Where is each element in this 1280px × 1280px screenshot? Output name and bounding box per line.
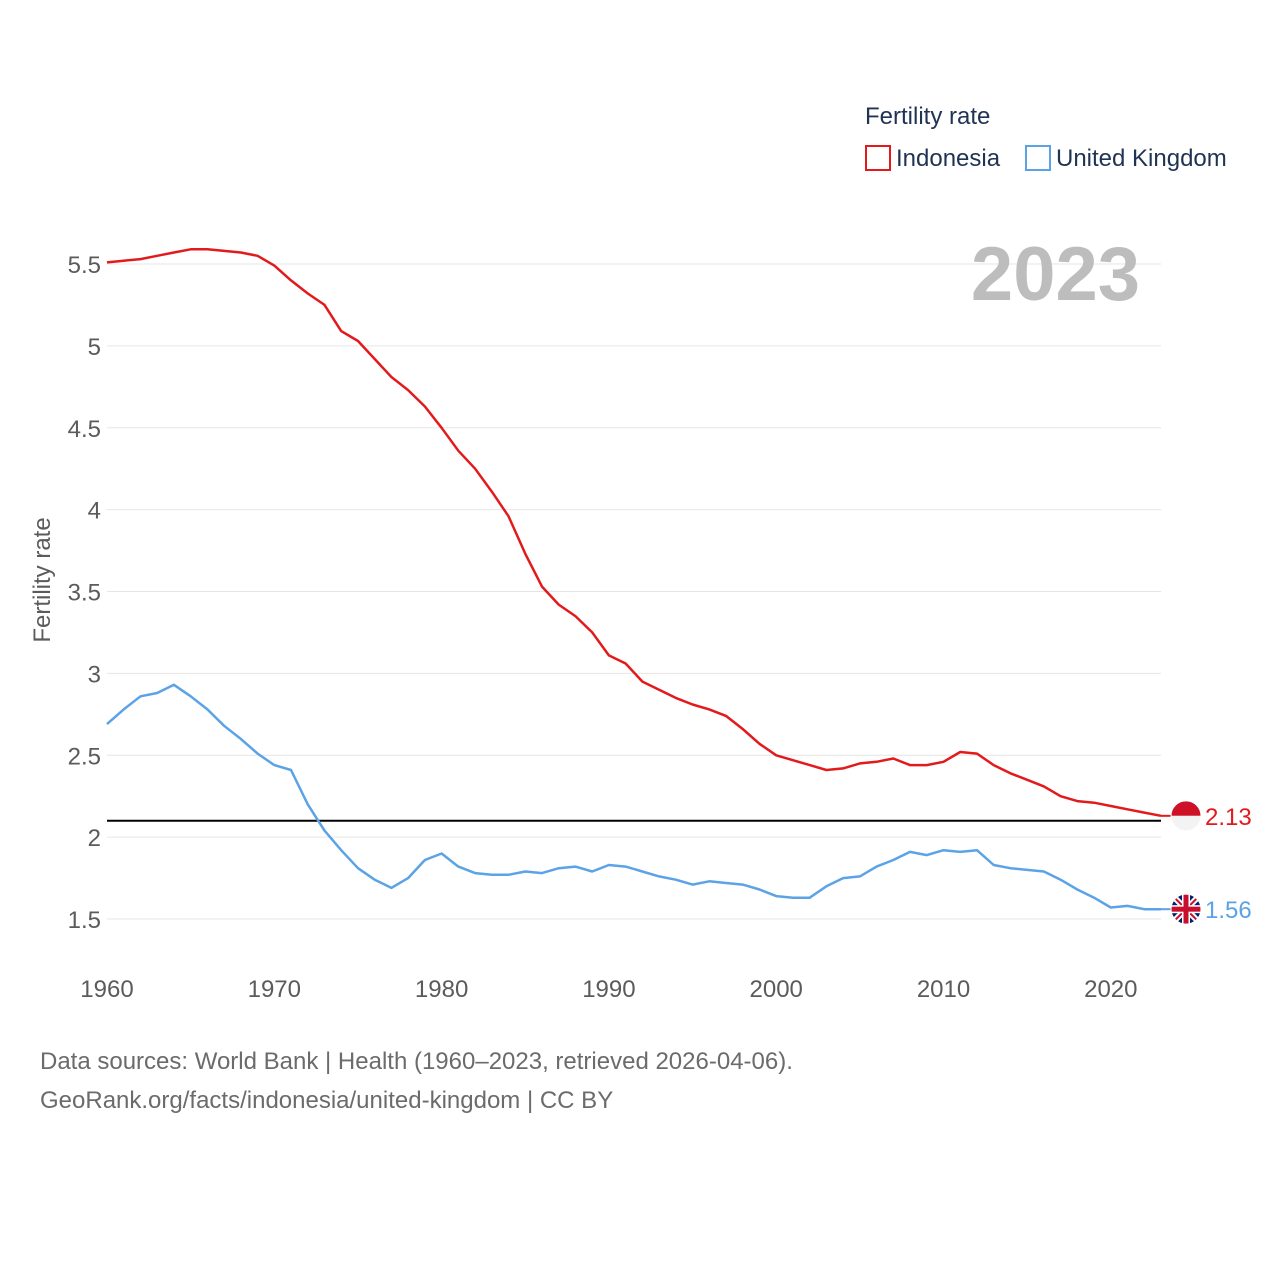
gridlines <box>107 263 1161 920</box>
x-tick-label: 2020 <box>1084 976 1137 1003</box>
x-tick-label: 1990 <box>582 976 635 1003</box>
series-line-united-kingdom[interactable] <box>106 683 1161 911</box>
y-tick-label: 2.5 <box>68 743 101 770</box>
legend-label-indonesia: Indonesia <box>896 145 1001 172</box>
x-tick-label: 2010 <box>917 976 970 1003</box>
legend-item-indonesia[interactable]: Indonesia <box>865 145 1001 172</box>
x-axis-ticks: 1960 1970 1980 1990 2000 2010 2020 <box>80 976 1137 1003</box>
end-value-label-united-kingdom: 1.56 <box>1205 897 1252 924</box>
x-tick-label: 2000 <box>750 976 803 1003</box>
y-tick-label: 5.5 <box>68 252 101 279</box>
y-tick-label: 4.5 <box>68 416 101 443</box>
legend-title: Fertility rate <box>865 103 990 130</box>
y-axis-title: Fertility rate <box>29 517 56 642</box>
x-tick-label: 1970 <box>248 976 301 1003</box>
series-line-indonesia[interactable] <box>106 248 1162 818</box>
credit-text[interactable]: GeoRank.org/facts/indonesia/united-kingd… <box>40 1087 613 1114</box>
legend-label-united-kingdom: United Kingdom <box>1056 145 1227 172</box>
y-tick-label: 4 <box>88 498 101 525</box>
x-tick-label: 1980 <box>415 976 468 1003</box>
legend-swatch-indonesia <box>865 145 891 171</box>
legend-swatch-united-kingdom <box>1025 145 1051 171</box>
y-tick-label: 1.5 <box>68 907 101 934</box>
data-source-text: Data sources: World Bank | Health (1960–… <box>40 1048 793 1075</box>
series-end-markers: 2.13 1.56 <box>1161 800 1252 925</box>
y-tick-label: 2 <box>88 825 101 852</box>
y-tick-label: 3.5 <box>68 580 101 607</box>
united-kingdom-flag-icon <box>1170 893 1202 925</box>
legend-item-united-kingdom[interactable]: United Kingdom <box>1025 145 1227 172</box>
y-tick-label: 3 <box>88 661 101 688</box>
indonesia-flag-icon <box>1170 800 1202 832</box>
current-year-label: 2023 <box>971 232 1140 317</box>
x-tick-label: 1960 <box>80 976 133 1003</box>
series-lines <box>106 248 1162 911</box>
y-tick-label: 5 <box>88 334 101 361</box>
y-axis-ticks: 1.5 2 2.5 3 3.5 4 4.5 5 5.5 <box>68 252 101 934</box>
end-value-label-indonesia: 2.13 <box>1205 804 1252 831</box>
